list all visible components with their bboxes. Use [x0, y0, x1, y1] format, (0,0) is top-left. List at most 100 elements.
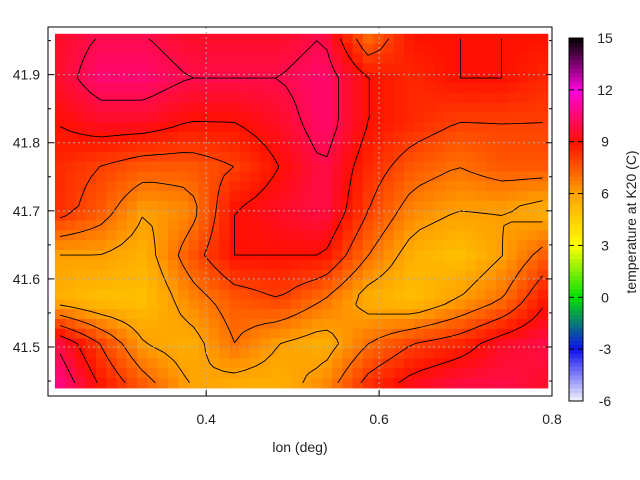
- heatmap-cell: [54, 269, 66, 281]
- heatmap-cell: [301, 141, 313, 153]
- heatmap-cell: [321, 358, 333, 369]
- heatmap-cell: [260, 318, 272, 330]
- heatmap-cell: [301, 368, 313, 379]
- heatmap-cell: [85, 191, 97, 202]
- heatmap-cell: [455, 240, 467, 251]
- heatmap-cell: [424, 318, 436, 330]
- heatmap-cell: [527, 43, 539, 55]
- heatmap-cell: [321, 289, 333, 300]
- heatmap-cell: [178, 259, 189, 271]
- heatmap-cell: [414, 53, 426, 64]
- heatmap-cell: [352, 309, 364, 320]
- heatmap-cell: [342, 259, 354, 271]
- heatmap-cell: [106, 250, 118, 261]
- heatmap-cell: [106, 53, 118, 64]
- heatmap-cell: [219, 43, 231, 55]
- heatmap-cell: [147, 259, 159, 271]
- heatmap-cell: [178, 220, 189, 232]
- heatmap-cell: [249, 161, 261, 173]
- heatmap-cell: [403, 259, 415, 271]
- heatmap-cell: [393, 43, 405, 55]
- heatmap-cell: [527, 328, 539, 340]
- heatmap-cell: [106, 102, 118, 114]
- heatmap-cell: [208, 43, 220, 55]
- heatmap-cell: [434, 250, 446, 261]
- heatmap-cell: [352, 279, 364, 291]
- heatmap-cell: [424, 200, 436, 212]
- heatmap-cell: [424, 33, 436, 45]
- heatmap-cell: [434, 43, 446, 55]
- heatmap-cell: [445, 112, 456, 123]
- heatmap-cell: [496, 230, 508, 241]
- heatmap-cell: [126, 33, 138, 45]
- heatmap-cell: [332, 73, 343, 84]
- heatmap-cell: [157, 181, 169, 192]
- heatmap-cell: [424, 358, 436, 369]
- heatmap-cell: [486, 309, 497, 320]
- heatmap-cell: [445, 210, 456, 222]
- heatmap-cell: [157, 299, 169, 310]
- heatmap-cell: [352, 82, 364, 94]
- heatmap-cell: [527, 210, 539, 222]
- heatmap-cell: [496, 328, 508, 340]
- heatmap-cell: [434, 299, 446, 310]
- heatmap-cell: [445, 132, 456, 143]
- heatmap-cell: [95, 63, 107, 74]
- heatmap-cell: [373, 63, 385, 74]
- heatmap-cell: [75, 191, 87, 202]
- heatmap-cell: [137, 299, 148, 310]
- heatmap-cell: [403, 171, 415, 182]
- heatmap-cell: [54, 132, 66, 143]
- heatmap-cell: [332, 230, 343, 241]
- heatmap-cell: [537, 33, 549, 45]
- heatmap-cell: [229, 269, 241, 281]
- heatmap-cell: [219, 358, 231, 369]
- heatmap-cell: [475, 299, 487, 310]
- heatmap-cell: [352, 240, 364, 251]
- heatmap-cell: [445, 309, 456, 320]
- x-axis-label: lon (deg): [272, 439, 327, 455]
- heatmap-cell: [198, 132, 210, 143]
- heatmap-cell: [383, 141, 395, 153]
- heatmap-cell: [393, 259, 405, 271]
- heatmap-cell: [393, 210, 405, 222]
- heatmap-cell: [106, 368, 118, 379]
- heatmap-cell: [116, 230, 128, 241]
- heatmap-cell: [167, 82, 179, 94]
- heatmap-cell: [516, 141, 528, 153]
- heatmap-cell: [445, 82, 456, 94]
- heatmap-cell: [85, 289, 97, 300]
- heatmap-cell: [475, 43, 487, 55]
- heatmap-cell: [260, 358, 272, 369]
- heatmap-cell: [403, 82, 415, 94]
- heatmap-cell: [321, 33, 333, 45]
- heatmap-cell: [537, 181, 549, 192]
- heatmap-cell: [167, 171, 179, 182]
- heatmap-cell: [352, 259, 364, 271]
- heatmap-cell: [506, 92, 518, 104]
- heatmap-cell: [198, 358, 210, 369]
- heatmap-cell: [383, 230, 395, 241]
- heatmap-cell: [198, 328, 210, 340]
- heatmap-cell: [342, 141, 354, 153]
- heatmap-cell: [486, 318, 497, 330]
- heatmap-cell: [352, 33, 364, 45]
- heatmap-cell: [496, 151, 508, 163]
- heatmap-cell: [137, 318, 148, 330]
- heatmap-cells: [54, 33, 549, 389]
- heatmap-cell: [352, 151, 364, 163]
- heatmap-cell: [321, 43, 333, 55]
- colorbar-segment: [569, 323, 583, 329]
- heatmap-cell: [475, 368, 487, 379]
- heatmap-cell: [516, 43, 528, 55]
- heatmap-cell: [95, 377, 107, 389]
- heatmap-cell: [188, 102, 200, 114]
- heatmap-cell: [301, 171, 313, 182]
- heatmap-cell: [75, 279, 87, 291]
- heatmap-cell: [352, 92, 364, 104]
- heatmap-cell: [434, 102, 446, 114]
- heatmap-cell: [260, 259, 272, 271]
- heatmap-cell: [445, 92, 456, 104]
- heatmap-cell: [342, 269, 354, 281]
- heatmap-cell: [106, 338, 118, 350]
